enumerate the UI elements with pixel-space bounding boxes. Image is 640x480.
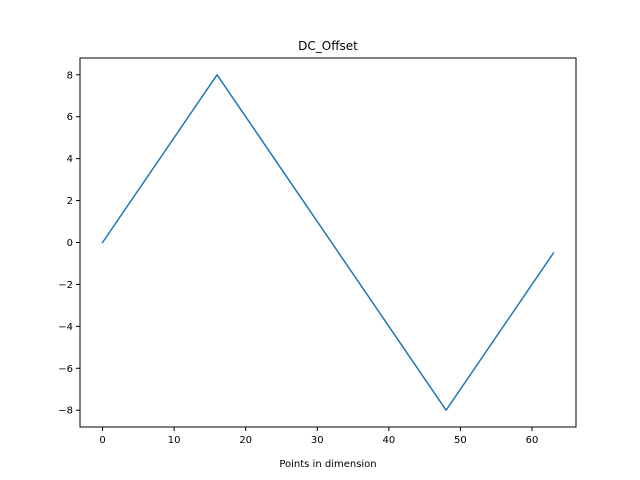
y-tick-label: 0 xyxy=(67,238,73,249)
x-tick-label: 20 xyxy=(239,435,252,446)
series-line xyxy=(101,74,555,411)
plot-area: 0 10 20 30 40 50 60 −8 −6 −4 −2 0 2 4 6 8 xyxy=(58,57,577,446)
chart-title: DC_Offset xyxy=(298,39,358,53)
y-tick-label: 6 xyxy=(67,112,73,123)
x-axis-ticks: 0 10 20 30 40 50 60 xyxy=(99,427,538,446)
y-tick-label: 4 xyxy=(67,154,73,165)
y-tick-label: 8 xyxy=(67,70,73,81)
series-layer xyxy=(101,74,555,411)
x-tick-label: 50 xyxy=(454,435,467,446)
y-tick-label: −6 xyxy=(58,364,73,375)
x-tick-label: 40 xyxy=(382,435,395,446)
x-tick-label: 10 xyxy=(168,435,181,446)
y-tick-label: −8 xyxy=(58,406,73,417)
y-tick-label: 2 xyxy=(67,196,73,207)
y-axis-ticks: −8 −6 −4 −2 0 2 4 6 8 xyxy=(58,70,80,417)
x-tick-label: 60 xyxy=(526,435,539,446)
y-tick-label: −2 xyxy=(58,280,73,291)
x-tick-label: 0 xyxy=(99,435,105,446)
x-axis-label: Points in dimension xyxy=(279,459,376,470)
x-tick-label: 30 xyxy=(311,435,324,446)
y-tick-label: −4 xyxy=(58,322,73,333)
